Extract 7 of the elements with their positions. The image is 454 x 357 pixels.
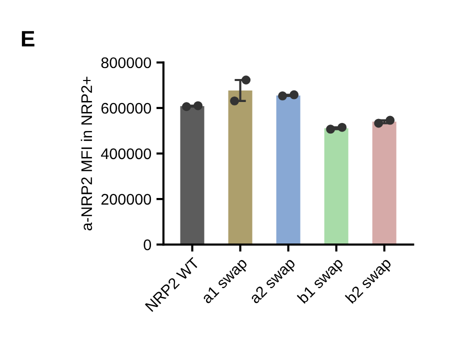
- y-tick-label: 400000: [101, 148, 152, 160]
- y-tick-label: 0: [144, 239, 152, 250]
- y-axis-title: a-NRP2 MFI in NRP2+: [80, 76, 92, 230]
- text: E: [22, 31, 34, 46]
- y-tick-label: 600000: [101, 102, 152, 114]
- y-tick-label: 800000: [101, 57, 152, 68]
- y-tick-label: 200000: [101, 194, 152, 205]
